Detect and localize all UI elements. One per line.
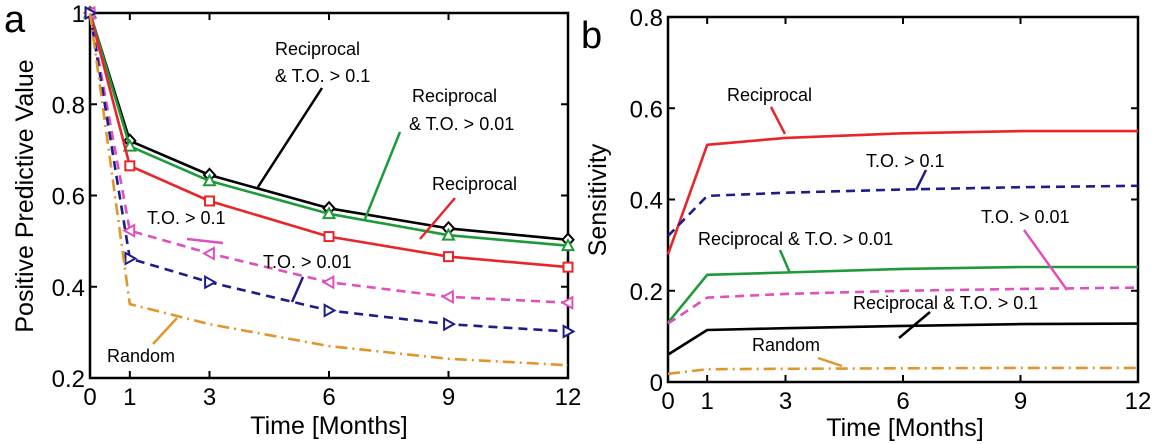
x-tick-label: 9: [1014, 388, 1027, 415]
annotation-label-t-o-gt-0-01: T.O. > 0.01: [263, 252, 352, 272]
series-marker-t-o-gt-0-01: [204, 274, 218, 290]
series-line-reciprocal-and-t-o-gt-0-01: [88, 12, 569, 247]
annotation-label-reciprocal-and-t-o-gt-0-1: & T.O. > 0.1: [275, 66, 370, 86]
series-marker-reciprocal: [204, 195, 215, 207]
panel-b-plot-frame: [666, 15, 1140, 384]
series-line-t-o-gt-0-1: [88, 12, 569, 304]
x-tick-label: 1: [123, 384, 136, 411]
x-tick-label: 3: [779, 388, 792, 415]
annotation-label-reciprocal-and-t-o-gt-0-1: Reciprocal & T.O. > 0.1: [853, 293, 1038, 313]
series-marker-reciprocal-and-t-o-gt-0-01: [122, 138, 138, 152]
annotation-leader-reciprocal-and-t-o-gt-0-01: [778, 249, 792, 274]
series-marker-t-o-gt-0-1: [440, 289, 454, 304]
annotation-label-t-o-gt-0-01: T.O. > 0.01: [981, 207, 1070, 227]
annotation-label-reciprocal-and-t-o-gt-0-01: Reciprocal: [412, 86, 497, 106]
x-tick-label: 3: [203, 384, 216, 411]
annotation-leader-t-o-gt-0-1: [186, 237, 224, 245]
series-marker-t-o-gt-0-01: [124, 251, 138, 266]
panel-a-ticks: 0 1 3 6 9 120.20.40.60.81: [52, 1, 582, 411]
annotation-label-t-o-gt-0-1: T.O. > 0.1: [147, 208, 226, 228]
y-tick-label: 0.4: [630, 188, 663, 215]
x-tick-label: 6: [896, 388, 909, 415]
x-tick-label: 1: [700, 388, 713, 415]
annotation-label-t-o-gt-0-1: T.O. > 0.1: [866, 151, 945, 171]
series-marker-t-o-gt-0-01: [443, 316, 457, 332]
series-marker-reciprocal-and-t-o-gt-0-01: [441, 227, 456, 241]
annotation-leader-reciprocal: [419, 197, 456, 240]
panel-a-annotations: Reciprocal & T.O. > 0.1 Reciprocal & T.O. >…: [107, 39, 517, 366]
panel-b-y-axis-label: Sensitivity: [584, 143, 612, 256]
y-tick-label: 0.4: [52, 275, 85, 302]
series-marker-reciprocal-and-t-o-gt-0-01: [560, 238, 576, 252]
panel-b-letter: b: [581, 15, 602, 57]
annotation-leader-random: [817, 356, 843, 368]
series-line-reciprocal: [666, 129, 1138, 255]
series-marker-reciprocal-and-t-o-gt-0-01: [202, 173, 217, 187]
x-tick-label: 9: [442, 384, 455, 411]
annotation-label-reciprocal-and-t-o-gt-0-01: Reciprocal & T.O. > 0.01: [698, 229, 893, 249]
y-tick-label: 0.2: [52, 366, 85, 393]
series-marker-reciprocal: [562, 261, 574, 273]
series-marker-reciprocal: [124, 160, 136, 172]
series-marker-t-o-gt-0-01: [562, 324, 576, 339]
series-line-random: [667, 366, 1138, 376]
panel-a-letter: a: [4, 0, 26, 41]
annotation-label-reciprocal: Reciprocal: [432, 174, 517, 194]
panel-a: a 0 1 3 6 9 120.20.40.60.81 Reciprocal& T.O. …: [4, 0, 581, 440]
series-marker-t-o-gt-0-1: [201, 246, 215, 261]
series-marker-reciprocal: [323, 231, 335, 243]
panel-b-series: [666, 129, 1139, 376]
y-tick-label: 0.6: [52, 184, 85, 211]
x-tick-label: 6: [322, 384, 335, 411]
series-marker-reciprocal: [443, 251, 454, 263]
y-tick-label: 0: [650, 370, 663, 397]
series-marker-t-o-gt-0-01: [323, 303, 337, 318]
panel-b-annotations: Reciprocal T.O. > 0.1 Reciprocal & T.O. > …: [698, 85, 1070, 368]
annotation-label-random: Random: [752, 335, 820, 355]
annotation-leader-t-o-gt-0-01: [1022, 229, 1069, 291]
annotation-label-reciprocal-and-t-o-gt-0-01: & T.O. > 0.01: [409, 114, 514, 134]
annotation-leader-t-o-gt-0-01: [290, 276, 305, 303]
annotation-label-reciprocal: Reciprocal: [727, 85, 812, 105]
annotation-label-reciprocal-and-t-o-gt-0-1: Reciprocal: [275, 39, 360, 59]
x-tick-label: 12: [1125, 388, 1152, 415]
series-marker-reciprocal-and-t-o-gt-0-01: [321, 206, 337, 220]
x-tick-label: 0: [661, 388, 674, 415]
series-line-t-o-gt-0-01: [88, 12, 569, 333]
annotation-leader-t-o-gt-0-1: [914, 169, 928, 191]
panel-a-series: [82, 5, 576, 367]
x-tick-label: 0: [83, 384, 96, 411]
series-line-t-o-gt-0-1: [667, 184, 1139, 237]
series-line-reciprocal-and-t-o-gt-0-01: [666, 265, 1138, 324]
series-line-random: [88, 12, 569, 367]
y-tick-label: 0.6: [630, 96, 663, 123]
series-marker-t-o-gt-0-1: [122, 223, 136, 238]
y-tick-label: 0.8: [52, 92, 85, 119]
series-line-reciprocal: [88, 12, 569, 269]
series-marker-t-o-gt-0-1: [560, 295, 574, 310]
panel-a-y-axis-label: Positive Predictive Value: [11, 59, 39, 332]
annotation-leader-reciprocal-and-t-o-gt-0-01: [363, 131, 402, 220]
y-tick-label: 0.8: [630, 5, 663, 32]
x-tick-label: 12: [555, 384, 582, 411]
annotation-leader-reciprocal-and-t-o-gt-0-1: [256, 87, 324, 188]
series-line-t-o-gt-0-01: [667, 286, 1139, 325]
series-line-reciprocal-and-t-o-gt-0-1: [667, 322, 1139, 356]
y-tick-label: 0.2: [630, 279, 663, 306]
annotation-leader-random: [152, 317, 178, 345]
annotation-leader-reciprocal-and-t-o-gt-0-1: [898, 311, 931, 339]
panel-a-x-axis-label: Time [Months]: [250, 412, 407, 440]
panel-b-x-axis-label: Time [Months]: [826, 414, 983, 442]
annotation-leader-reciprocal: [769, 106, 787, 135]
annotation-label-random: Random: [107, 346, 175, 366]
y-tick-label: 1: [72, 1, 85, 28]
series-marker-t-o-gt-0-1: [321, 274, 335, 290]
